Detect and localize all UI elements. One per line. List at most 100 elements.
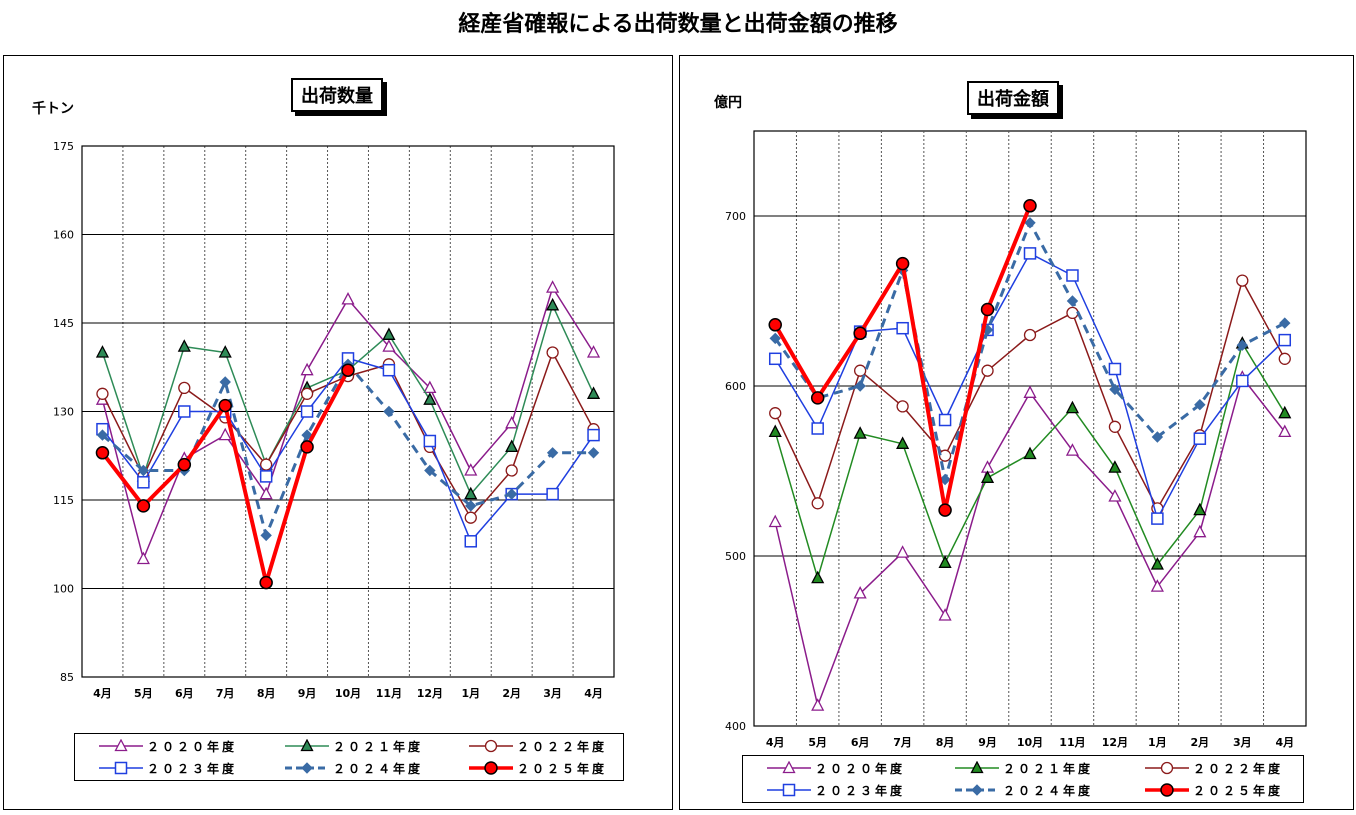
data-point (341, 291, 355, 305)
legend-label: ２０２１年度 (333, 739, 424, 754)
data-point (178, 405, 191, 418)
x-tick-label: 8月 (936, 736, 955, 749)
data-point (938, 608, 952, 621)
legend-label: ２０２５年度 (1193, 783, 1284, 798)
data-point (1278, 333, 1292, 347)
data-point (300, 362, 314, 376)
amount-legend: ２０２０年度 ２０２１年度 ２０２２年度 ２０２３年度 ２０２４年度 ２０２５年… (742, 755, 1304, 803)
amount-chart-title: 出荷金額 (967, 81, 1059, 115)
data-point (259, 470, 273, 483)
data-point (853, 426, 867, 439)
data-point (1066, 295, 1079, 307)
data-point (854, 380, 866, 392)
data-point (1109, 383, 1121, 396)
legend-label: ２０２３年度 (147, 761, 238, 776)
legend-marker (484, 761, 498, 775)
legend-swatch-2025 (1145, 783, 1189, 797)
x-tick-label: 9月 (978, 736, 997, 749)
data-point (505, 488, 518, 500)
data-point (586, 386, 601, 399)
data-point (1023, 247, 1037, 260)
y-tick-label: 100 (53, 583, 74, 596)
data-point (546, 447, 559, 459)
data-point (810, 391, 825, 405)
data-point (1065, 400, 1080, 414)
data-point (95, 446, 110, 460)
data-point (1024, 217, 1036, 229)
data-point (300, 440, 314, 454)
legend-item-2022: ２０２２年度 (467, 736, 607, 756)
data-point (1108, 420, 1122, 433)
legend-item-2024: ２０２４年度 (283, 758, 423, 778)
data-point (218, 427, 232, 441)
plot-area (753, 130, 1307, 727)
data-point (300, 387, 314, 400)
legend-swatch-2020 (99, 739, 143, 752)
legend-marker (1160, 783, 1174, 797)
data-point (96, 429, 109, 441)
legend-marker (301, 762, 313, 774)
data-point (1066, 269, 1079, 282)
data-point (811, 422, 824, 435)
x-tick-label: 11月 (376, 687, 402, 700)
data-point (1193, 524, 1207, 538)
x-tick-label: 4月 (584, 687, 603, 700)
data-point (424, 464, 436, 477)
page-title: 経産省確報による出荷数量と出荷金額の推移 (458, 12, 898, 37)
data-point (505, 415, 519, 429)
quantity-chart-panel: 85 100 115 130 145 160 175 4月 5月 6月 7月 8月 9月 10月 11月 12… (3, 55, 673, 810)
legend-swatch-2021 (285, 739, 329, 752)
data-point (1236, 374, 1249, 388)
data-point (768, 424, 782, 438)
y-tick-label: 130 (53, 406, 74, 419)
x-tick-label: 8月 (257, 687, 276, 700)
data-point (1278, 405, 1292, 419)
data-point (938, 555, 952, 568)
data-point (464, 511, 477, 524)
data-point (981, 364, 994, 377)
legend-marker (782, 783, 796, 797)
data-point (382, 339, 396, 352)
data-point (546, 297, 560, 311)
data-point (896, 545, 910, 558)
series-5 (768, 199, 1037, 517)
legend-swatch-2021 (955, 761, 999, 774)
series-5 (95, 363, 355, 590)
legend-item-2021: ２０２１年度 (283, 736, 423, 756)
x-tick-label: 2月 (502, 687, 521, 700)
legend-marker (971, 784, 983, 796)
data-point (1193, 432, 1207, 445)
data-point (1150, 557, 1164, 570)
x-tick-label: 12月 (417, 687, 443, 700)
data-point (896, 400, 909, 413)
data-point (260, 458, 273, 471)
data-point (465, 500, 477, 512)
data-point (768, 318, 782, 332)
data-point (137, 464, 150, 477)
data-point (505, 439, 519, 453)
data-point (1150, 579, 1164, 592)
data-point (811, 698, 825, 711)
y-tick-label: 160 (53, 229, 74, 242)
data-point (178, 381, 191, 395)
data-point (177, 339, 191, 352)
data-point (1023, 328, 1037, 342)
y-tick-label: 85 (60, 671, 74, 684)
data-point (1236, 274, 1249, 287)
x-tick-label: 1月 (461, 687, 480, 700)
data-point (811, 570, 825, 584)
data-point (1278, 424, 1292, 438)
data-point (505, 464, 518, 477)
legend-item-2024: ２０２４年度 (953, 780, 1093, 800)
data-point (136, 499, 151, 513)
data-point (938, 503, 952, 517)
data-point (587, 447, 600, 459)
x-tick-label: 3月 (1233, 736, 1252, 749)
data-point (1023, 385, 1037, 398)
data-point (260, 529, 272, 542)
y-tick-label: 115 (53, 494, 74, 507)
data-point (587, 428, 600, 442)
legend-marker (484, 739, 498, 753)
legend-label: ２０２４年度 (1003, 783, 1094, 798)
data-point (1066, 306, 1079, 320)
